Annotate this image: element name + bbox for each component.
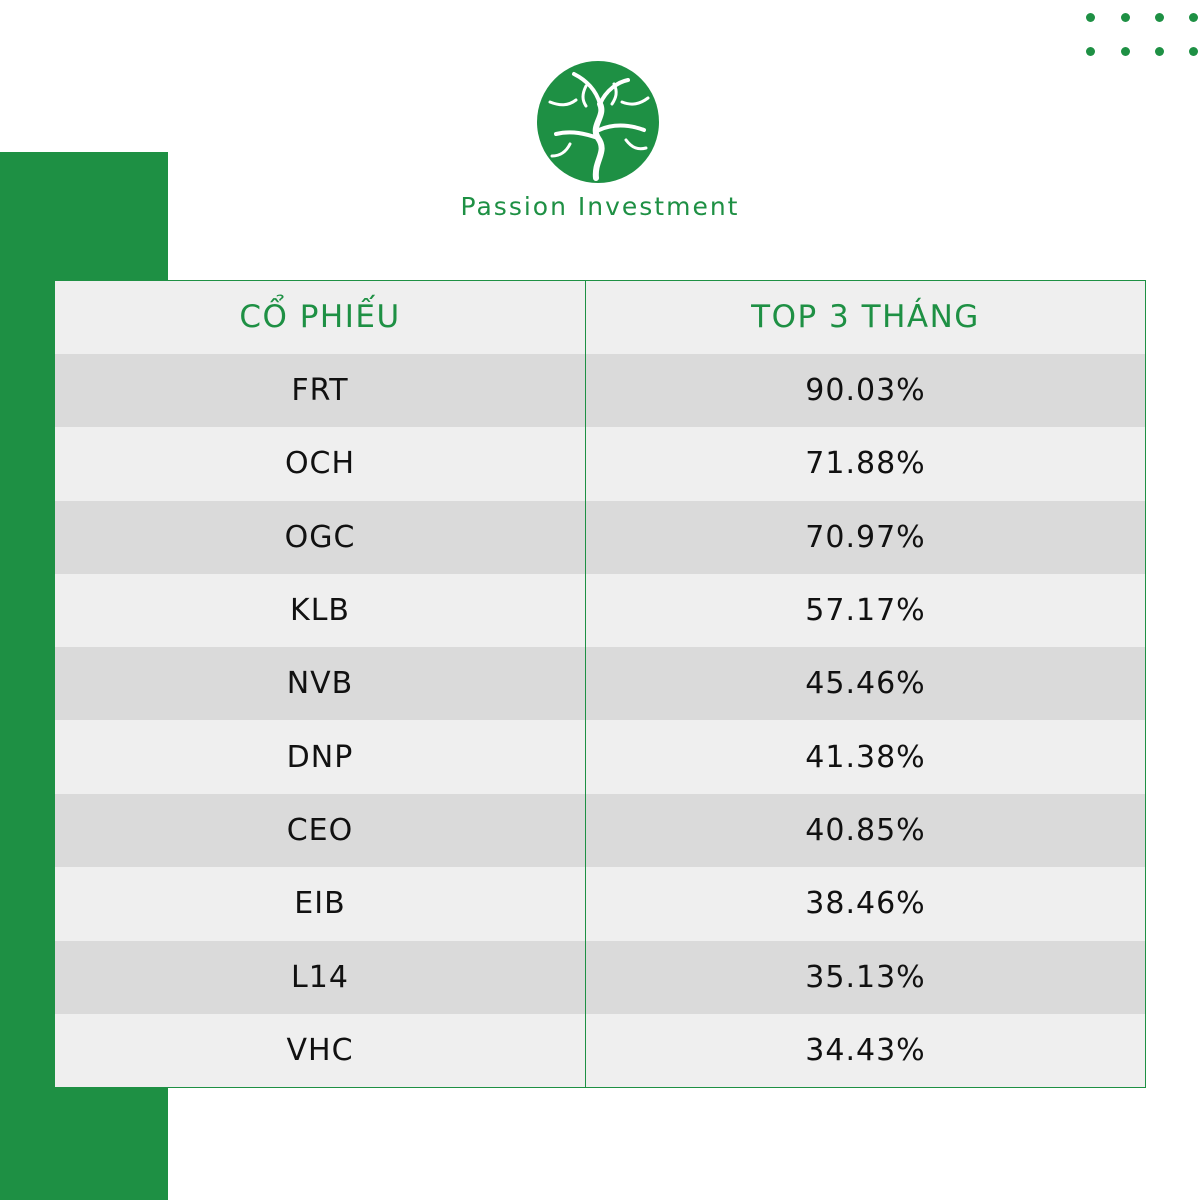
ticker-cell: OGC [284,520,356,555]
dot-grid-decoration [1080,8,1200,64]
ticker-cell: EIB [294,886,346,921]
table-row: FRT 90.03% [55,354,1145,427]
table-row: OGC 70.97% [55,501,1145,574]
dot [1189,13,1198,22]
table-row: L14 35.13% [55,941,1145,1014]
table-row: KLB 57.17% [55,574,1145,647]
header-ticker: CỔ PHIẾU [239,299,401,335]
ticker-cell: CEO [286,813,354,848]
dot [1189,47,1198,56]
table-header-row: CỔ PHIẾU TOP 3 THÁNG [55,281,1145,354]
dot [1121,13,1130,22]
value-cell: 41.38% [805,740,926,775]
value-cell: 35.13% [805,960,926,995]
table-row: EIB 38.46% [55,867,1145,940]
value-cell: 70.97% [805,520,926,555]
ticker-cell: OCH [284,446,356,481]
table-row: CEO 40.85% [55,794,1145,867]
ticker-cell: L14 [291,960,349,995]
ticker-cell: KLB [290,593,350,628]
value-cell: 90.03% [805,373,926,408]
ticker-cell: VHC [286,1033,354,1068]
dot [1121,47,1130,56]
value-cell: 38.46% [805,886,926,921]
ticker-cell: DNP [286,740,354,775]
header-top-3-months: TOP 3 THÁNG [751,299,980,335]
value-cell: 34.43% [805,1033,926,1068]
ticker-cell: FRT [291,373,349,408]
stock-table: CỔ PHIẾU TOP 3 THÁNG FRT 90.03% OCH 71.8… [54,280,1146,1088]
value-cell: 40.85% [805,813,926,848]
value-cell: 71.88% [805,446,926,481]
dot [1086,47,1095,56]
tree-in-circle-icon [537,61,659,183]
dot [1155,47,1164,56]
brand-name: Passion Investment [460,192,740,221]
dot [1086,13,1095,22]
table-row: OCH 71.88% [55,427,1145,500]
value-cell: 45.46% [805,666,926,701]
table-row: DNP 41.38% [55,721,1145,794]
table-row: VHC 34.43% [55,1014,1145,1087]
table-row: NVB 45.46% [55,647,1145,720]
column-divider [585,281,586,1087]
ticker-cell: NVB [286,666,354,701]
value-cell: 57.17% [805,593,926,628]
dot [1155,13,1164,22]
